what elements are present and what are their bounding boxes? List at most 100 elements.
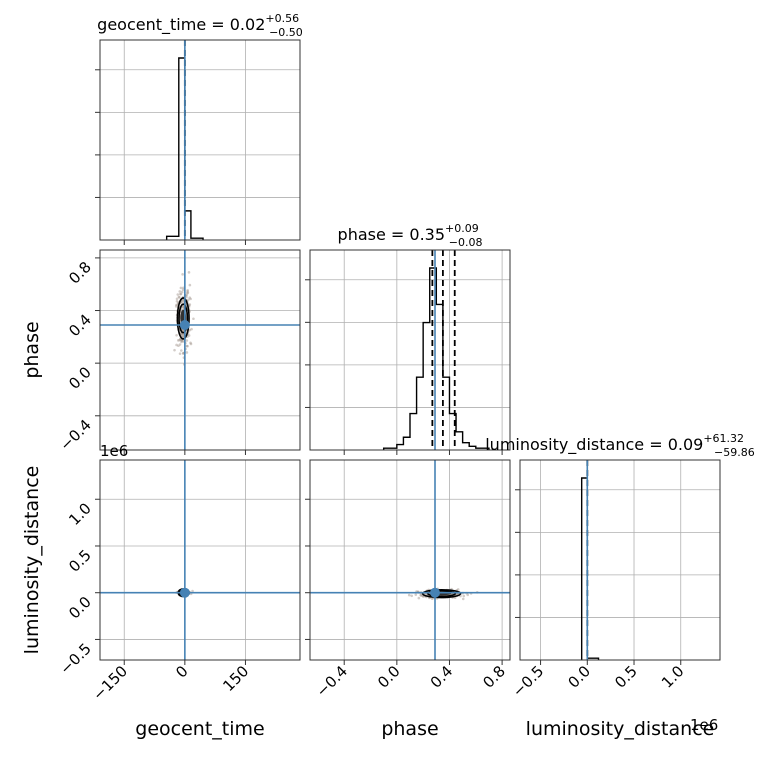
sample-point <box>186 291 190 294</box>
title-minus: −0.08 <box>449 236 483 249</box>
sample-point <box>176 293 180 296</box>
x-tick-label: −0.4 <box>313 662 351 700</box>
x-axis-label-geocent_time: geocent_time <box>135 718 264 740</box>
sample-point <box>186 344 189 348</box>
hist-luminosity_distance-panel <box>520 460 720 660</box>
title-plus: +0.56 <box>265 12 299 25</box>
y-tick-label: −0.5 <box>56 640 94 678</box>
sample-point <box>414 593 418 596</box>
sample-point <box>173 348 176 352</box>
sample-point <box>180 349 183 352</box>
sample-point <box>192 317 195 321</box>
sample-point <box>189 341 192 345</box>
x-tick-label: 0.4 <box>427 662 457 692</box>
x-tick-label: 0.8 <box>479 662 509 692</box>
x-tick-label: 0.0 <box>565 662 595 692</box>
sample-point <box>179 292 183 296</box>
contour-inner <box>178 303 189 334</box>
x-tick-label: −0.5 <box>509 662 547 700</box>
scatter-geocent_time-vs-luminosity_distance-background <box>100 460 300 660</box>
y-tick-label: 0.5 <box>65 546 95 576</box>
title-minus: −0.50 <box>269 26 303 39</box>
sample-point <box>178 296 181 299</box>
sample-point <box>185 351 189 354</box>
sample-point <box>407 593 411 597</box>
title-equals: = <box>386 225 410 244</box>
scatter-geocent_time-vs-phase-data <box>100 250 300 450</box>
sample-point <box>419 594 423 597</box>
sample-point <box>417 596 421 600</box>
hist-phase-frame <box>309 249 511 451</box>
sample-point <box>181 288 185 291</box>
sample-point <box>174 305 178 308</box>
y-tick-label: 0.4 <box>65 311 95 341</box>
x-tick-label: 0.0 <box>374 662 404 692</box>
sample-point <box>461 597 465 601</box>
hist-geocent_time-background <box>100 40 300 240</box>
sample-point <box>430 597 434 601</box>
scatter-phase-vs-luminosity_distance-frame <box>309 459 511 661</box>
sample-point <box>181 273 184 276</box>
hist-luminosity_distance-background <box>520 460 720 660</box>
sample-point <box>176 339 180 342</box>
contour-inner <box>427 590 457 598</box>
y-axis-label-phase: phase <box>21 321 43 378</box>
sample-point <box>188 283 192 287</box>
hist-geocent_time-panel <box>100 40 300 240</box>
scatter-geocent_time-vs-luminosity_distance-data <box>100 460 300 660</box>
sample-point <box>187 271 191 274</box>
sample-point <box>177 344 180 348</box>
title-plus: +61.32 <box>703 432 744 445</box>
y-tick-label: −0.4 <box>56 416 94 454</box>
truth-point <box>179 587 190 598</box>
y-axis-label-luminosity_distance: luminosity_distance <box>21 466 43 655</box>
hist-geocent_time-frame <box>99 39 301 241</box>
scatter-phase-vs-luminosity_distance-panel <box>310 460 510 660</box>
y-offset-text: 1e6 <box>100 442 128 460</box>
title-value: 0.09 <box>668 435 704 454</box>
y-tick-label: 0.0 <box>65 593 95 623</box>
scatter-phase-vs-luminosity_distance-data <box>310 460 510 660</box>
sample-point <box>191 589 194 593</box>
y-tick-label: 0.8 <box>65 258 95 288</box>
hist-luminosity_distance-data <box>580 460 600 660</box>
title-value: 0.02 <box>230 15 266 34</box>
sample-point <box>410 594 414 598</box>
scatter-geocent_time-vs-phase-frame <box>99 249 301 451</box>
hist-geocent_time-data <box>165 40 204 240</box>
sample-point <box>190 327 193 331</box>
scatter-geocent_time-vs-phase-background <box>100 250 300 450</box>
x-tick-label: 150 <box>219 662 252 695</box>
contour-outer <box>421 588 462 599</box>
sample-point <box>175 333 178 337</box>
title-luminosity_distance: luminosity_distance = 0.09+61.32 −59.86 <box>485 432 755 459</box>
contour-outer <box>176 297 190 340</box>
title-value: 0.35 <box>409 225 445 244</box>
title-minus: −59.86 <box>714 446 755 459</box>
x-tick-label: 1.0 <box>658 662 688 692</box>
x-tick-label: −150 <box>89 662 131 704</box>
scatter-geocent_time-vs-luminosity_distance-frame <box>99 459 301 661</box>
x-offset-text: 1e6 <box>690 716 718 734</box>
sample-point <box>179 286 183 290</box>
sample-point <box>180 340 183 344</box>
scatter-geocent_time-vs-luminosity_distance-panel <box>100 460 300 660</box>
title-plus: +0.09 <box>445 222 479 235</box>
title-geocent_time: geocent_time = 0.02+0.56 −0.50 <box>97 12 303 39</box>
x-tick-label: 0 <box>172 662 191 681</box>
x-tick-label: 0.5 <box>611 662 641 692</box>
truth-point <box>430 587 440 598</box>
y-tick-label: 0.0 <box>65 363 95 393</box>
sample-point <box>186 288 189 292</box>
sample-point <box>187 334 191 337</box>
hist-phase-data <box>382 250 490 450</box>
title-name: phase <box>338 225 386 244</box>
hist-luminosity_distance-frame <box>519 459 721 661</box>
title-phase: phase = 0.35+0.09 −0.08 <box>338 222 483 249</box>
sample-point <box>181 334 185 337</box>
histogram-phase <box>382 267 490 450</box>
sample-point <box>188 296 192 299</box>
y-tick-label: 1.0 <box>65 499 95 529</box>
title-equals: = <box>206 15 230 34</box>
